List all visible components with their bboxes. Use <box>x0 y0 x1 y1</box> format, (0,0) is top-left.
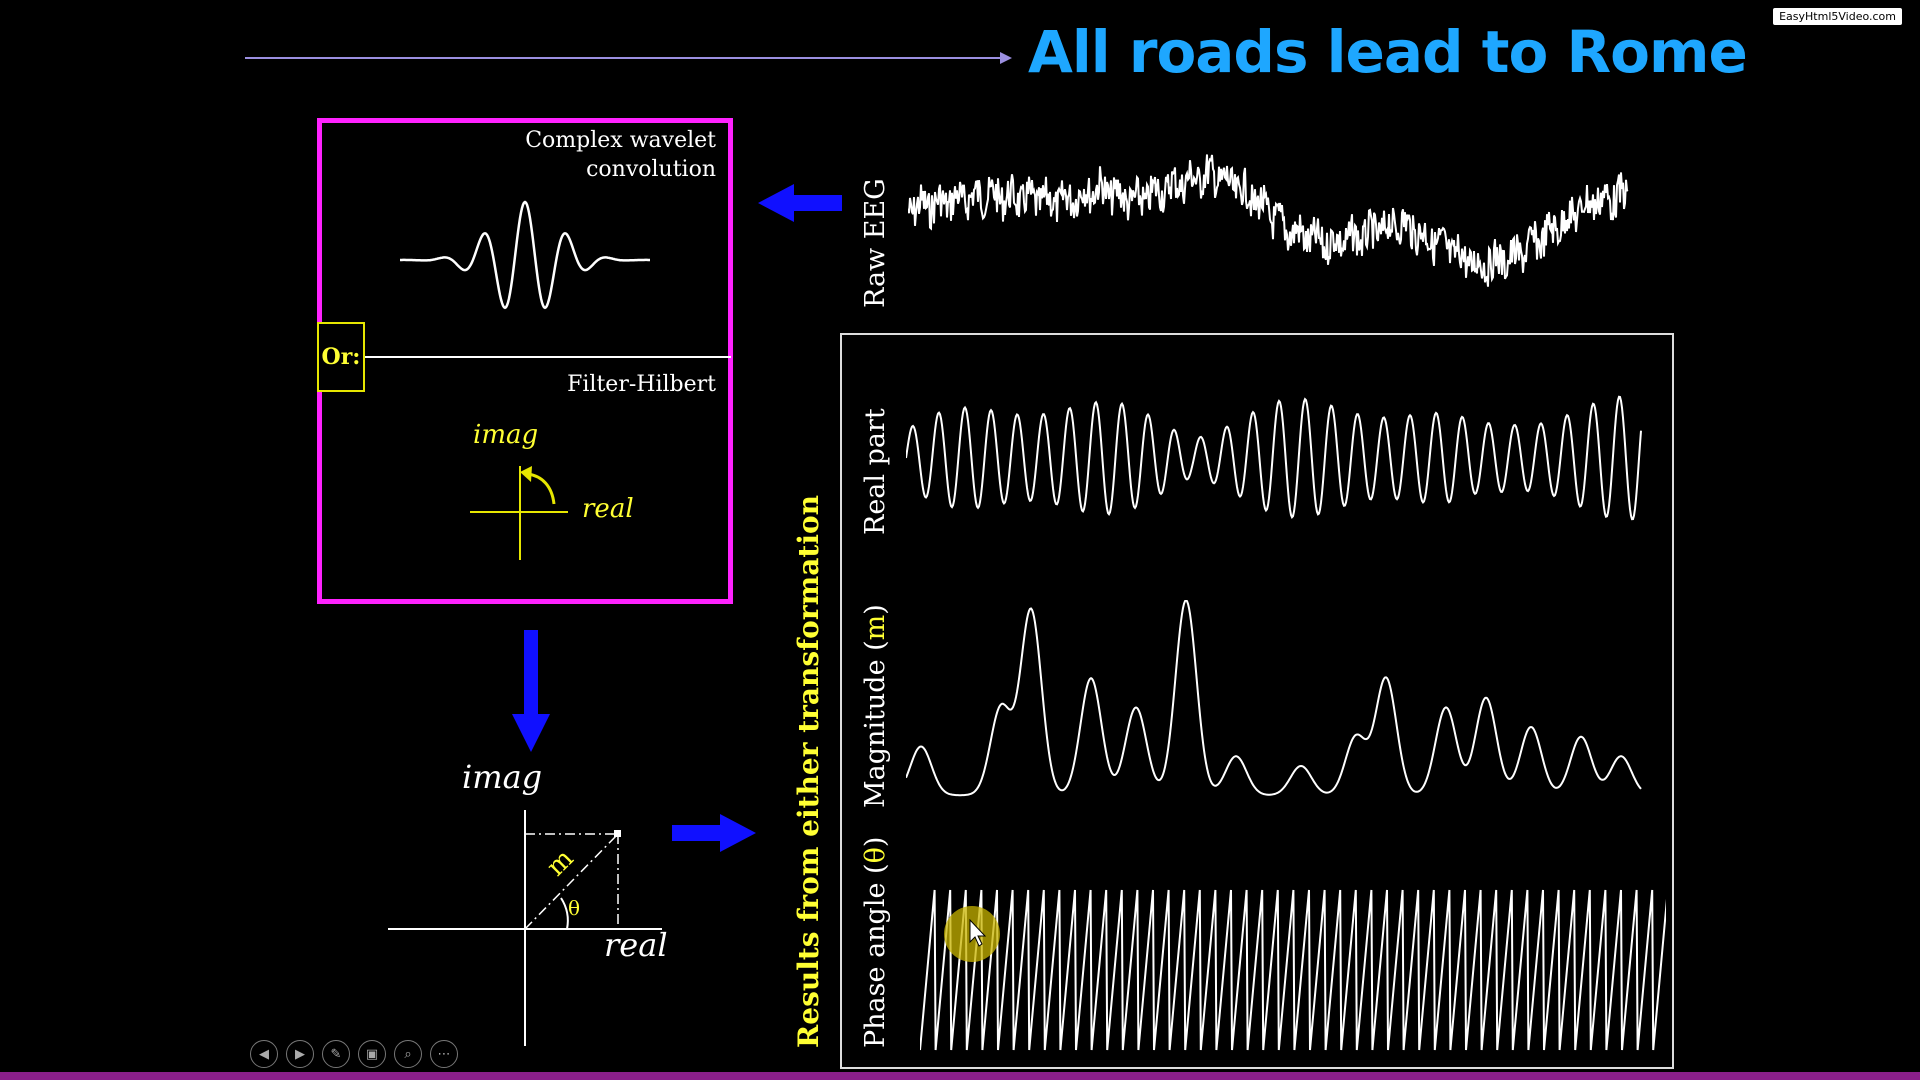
raw-eeg-label: Raw EEG <box>860 178 891 308</box>
bottom-progress-bar <box>0 1072 1920 1080</box>
phase-prefix: Phase angle ( <box>860 863 891 1048</box>
polar-imag-label: imag <box>462 758 543 796</box>
watermark-badge: EasyHtml5Video.com <box>1773 8 1902 25</box>
top-arrow-line <box>245 52 1012 64</box>
more-options-button[interactable]: ⋯ <box>430 1040 458 1068</box>
left-arrow-icon <box>758 184 842 222</box>
magnitude-symbol: m <box>860 614 891 641</box>
magnitude-trace <box>906 600 1642 797</box>
polar-theta-label: θ <box>568 896 581 920</box>
raw-eeg-trace <box>908 154 1629 287</box>
or-badge: Or: <box>317 322 365 392</box>
phase-suffix: ) <box>860 836 891 848</box>
hilbert-label: Filter-Hilbert <box>567 372 716 397</box>
zoom-button[interactable]: ⌕ <box>394 1040 422 1068</box>
results-frame <box>840 333 1674 1069</box>
wavelet-label: Complex wavelet convolution <box>500 126 716 184</box>
phase-angle-trace <box>920 889 1666 1051</box>
magnitude-prefix: Magnitude ( <box>860 640 891 808</box>
real-part-trace <box>906 395 1642 521</box>
wavelet-label-line1: Complex wavelet <box>525 128 716 153</box>
right-arrow-icon <box>672 814 756 852</box>
methods-divider <box>365 356 731 358</box>
pen-tool-button[interactable]: ✎ <box>322 1040 350 1068</box>
phase-angle-label: Phase angle (θ) <box>860 837 891 1048</box>
prev-slide-button[interactable]: ◀ <box>250 1040 278 1068</box>
results-label: Results from either transformation <box>792 495 825 1048</box>
magnitude-suffix: ) <box>860 604 891 615</box>
rotation-arrow-icon <box>520 466 532 482</box>
morlet-wavelet-plot <box>400 200 650 310</box>
polar-real-label: real <box>604 926 668 964</box>
down-arrow-icon <box>512 630 550 752</box>
slide-title: All roads lead to Rome <box>1028 18 1748 86</box>
polar-diagram <box>388 810 662 1046</box>
hilbert-real-label: real <box>582 494 634 524</box>
hilbert-axes-diagram <box>470 466 568 560</box>
wavelet-label-line2: convolution <box>586 157 716 182</box>
see-all-slides-button[interactable]: ▣ <box>358 1040 386 1068</box>
phase-symbol: θ <box>860 847 891 864</box>
magnitude-label: Magnitude (m) <box>860 604 891 808</box>
cursor-highlight-icon <box>944 906 1000 962</box>
real-part-label: Real part <box>860 408 891 535</box>
presentation-controls: ◀ ▶ ✎ ▣ ⌕ ⋯ <box>250 1040 458 1068</box>
hilbert-imag-label: imag <box>473 420 539 450</box>
next-slide-button[interactable]: ▶ <box>286 1040 314 1068</box>
